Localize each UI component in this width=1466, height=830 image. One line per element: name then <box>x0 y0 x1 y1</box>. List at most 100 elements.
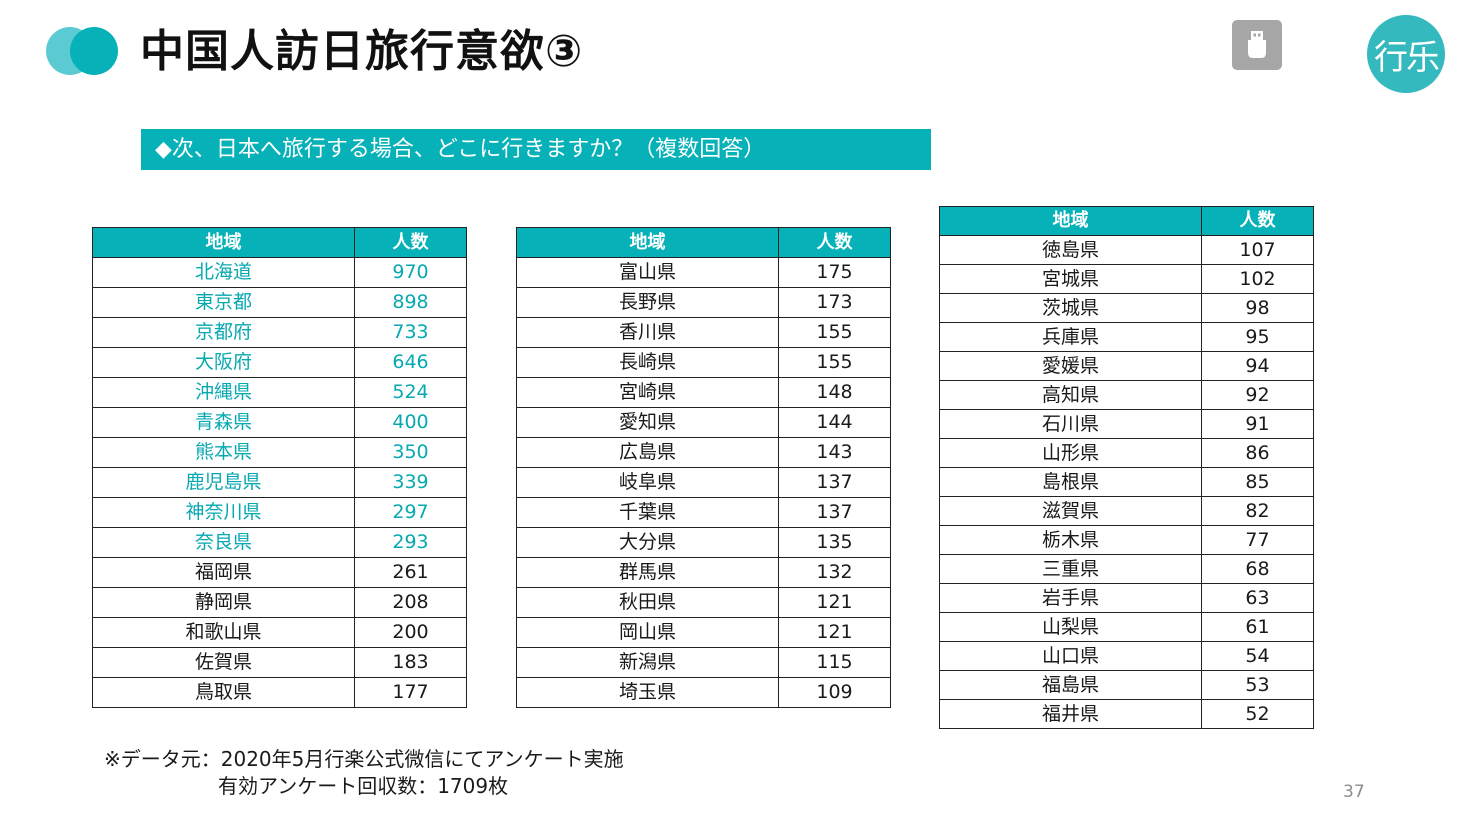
table-row: 愛媛県 94 <box>939 351 1314 381</box>
count-cell: 63 <box>1201 583 1314 613</box>
source-note-line-2: 有効アンケート回収数：1709枚 <box>218 774 509 798</box>
table-row: 三重県 68 <box>939 554 1314 584</box>
count-cell: 733 <box>354 317 467 348</box>
region-cell: 神奈川県 <box>92 497 355 528</box>
header-count: 人数 <box>1201 206 1314 236</box>
source-note: ※データ元：2020年5月行楽公式微信にてアンケート実施 有効アンケート回収数：… <box>104 746 624 800</box>
region-cell: 鹿児島県 <box>92 467 355 498</box>
count-cell: 92 <box>1201 380 1314 410</box>
count-cell: 61 <box>1201 612 1314 642</box>
table-row: 福島県 53 <box>939 670 1314 700</box>
count-cell: 148 <box>778 377 891 408</box>
count-cell: 350 <box>354 437 467 468</box>
region-cell: 沖縄県 <box>92 377 355 408</box>
count-cell: 524 <box>354 377 467 408</box>
region-cell: 東京都 <box>92 287 355 318</box>
count-cell: 53 <box>1201 670 1314 700</box>
table-row: 長崎県 155 <box>516 347 891 378</box>
count-cell: 82 <box>1201 496 1314 526</box>
count-cell: 109 <box>778 677 891 708</box>
table-row: 宮崎県 148 <box>516 377 891 408</box>
table-row: 山口県 54 <box>939 641 1314 671</box>
region-cell: 大分県 <box>516 527 779 558</box>
ranking-table-1: 地域 人数 北海道 970 東京都 898 京都府 733 大阪府 646 沖縄県 524 青森県 4… <box>92 227 467 708</box>
table-row: 埼玉県 109 <box>516 677 891 708</box>
count-cell: 135 <box>778 527 891 558</box>
region-cell: 富山県 <box>516 257 779 288</box>
region-cell: 福岡県 <box>92 557 355 588</box>
table-row: 香川県 155 <box>516 317 891 348</box>
count-cell: 155 <box>778 347 891 378</box>
table-row: 新潟県 115 <box>516 647 891 678</box>
table-row: 茨城県 98 <box>939 293 1314 323</box>
count-cell: 144 <box>778 407 891 438</box>
table-row: 富山県 175 <box>516 257 891 288</box>
region-cell: 広島県 <box>516 437 779 468</box>
table-row: 滋賀県 82 <box>939 496 1314 526</box>
region-cell: 新潟県 <box>516 647 779 678</box>
region-cell: 石川県 <box>939 409 1202 439</box>
region-cell: 群馬県 <box>516 557 779 588</box>
table-row: 岩手県 63 <box>939 583 1314 613</box>
table-row: 千葉県 137 <box>516 497 891 528</box>
table-row: 高知県 92 <box>939 380 1314 410</box>
region-cell: 山形県 <box>939 438 1202 468</box>
table-row: 宮城県 102 <box>939 264 1314 294</box>
table-row: 岐阜県 137 <box>516 467 891 498</box>
count-cell: 898 <box>354 287 467 318</box>
region-cell: 奈良県 <box>92 527 355 558</box>
region-cell: 福井県 <box>939 699 1202 729</box>
count-cell: 98 <box>1201 293 1314 323</box>
count-cell: 77 <box>1201 525 1314 555</box>
count-cell: 177 <box>354 677 467 708</box>
table-header-row: 地域 人数 <box>92 227 467 258</box>
region-cell: 宮崎県 <box>516 377 779 408</box>
usb-drive-button[interactable] <box>1232 20 1282 70</box>
table-row: 秋田県 121 <box>516 587 891 618</box>
ranking-table-3: 地域 人数 徳島県 107 宮城県 102 茨城県 98 兵庫県 95 愛媛県 94 高知県 92 石川… <box>939 206 1314 729</box>
table-row: 鹿児島県 339 <box>92 467 467 498</box>
region-cell: 長野県 <box>516 287 779 318</box>
count-cell: 155 <box>778 317 891 348</box>
question-banner: ◆次、日本へ旅行する場合、どこに行きますか？（複数回答） <box>141 129 931 170</box>
table-row: 和歌山県 200 <box>92 617 467 648</box>
region-cell: 岐阜県 <box>516 467 779 498</box>
logo-circles <box>46 27 118 75</box>
table-row: 熊本県 350 <box>92 437 467 468</box>
count-cell: 52 <box>1201 699 1314 729</box>
count-cell: 261 <box>354 557 467 588</box>
count-cell: 297 <box>354 497 467 528</box>
count-cell: 68 <box>1201 554 1314 584</box>
count-cell: 54 <box>1201 641 1314 671</box>
brand-logo: 行乐 <box>1367 15 1445 93</box>
table-header-row: 地域 人数 <box>516 227 891 258</box>
table-row: 静岡県 208 <box>92 587 467 618</box>
table-row: 石川県 91 <box>939 409 1314 439</box>
count-cell: 107 <box>1201 235 1314 265</box>
region-cell: 高知県 <box>939 380 1202 410</box>
table-row: 佐賀県 183 <box>92 647 467 678</box>
region-cell: 山口県 <box>939 641 1202 671</box>
region-cell: 鳥取県 <box>92 677 355 708</box>
region-cell: 島根県 <box>939 467 1202 497</box>
region-cell: 岡山県 <box>516 617 779 648</box>
region-cell: 宮城県 <box>939 264 1202 294</box>
region-cell: 山梨県 <box>939 612 1202 642</box>
table-header-row: 地域 人数 <box>939 206 1314 236</box>
table-row: 徳島県 107 <box>939 235 1314 265</box>
count-cell: 646 <box>354 347 467 378</box>
region-cell: 福島県 <box>939 670 1202 700</box>
table-row: 山形県 86 <box>939 438 1314 468</box>
table-row: 沖縄県 524 <box>92 377 467 408</box>
count-cell: 85 <box>1201 467 1314 497</box>
table-row: 青森県 400 <box>92 407 467 438</box>
header-count: 人数 <box>354 227 467 258</box>
table-row: 大阪府 646 <box>92 347 467 378</box>
region-cell: 栃木県 <box>939 525 1202 555</box>
table-row: 兵庫県 95 <box>939 322 1314 352</box>
region-cell: 秋田県 <box>516 587 779 618</box>
header-count: 人数 <box>778 227 891 258</box>
source-note-line-1: ※データ元：2020年5月行楽公式微信にてアンケート実施 <box>104 747 624 771</box>
region-cell: 熊本県 <box>92 437 355 468</box>
region-cell: 京都府 <box>92 317 355 348</box>
